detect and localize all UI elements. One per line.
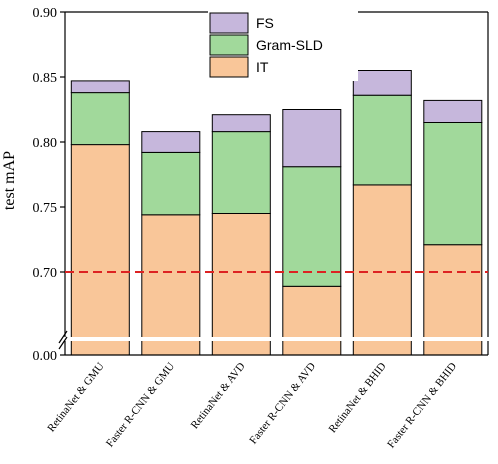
axis-break-mark-upper — [58, 330, 68, 344]
category-label-6: Faster R-CNN & BHID — [385, 360, 459, 450]
category-label-4: Faster R-CNN & AVD — [247, 360, 318, 446]
axis-break-gap — [51, 337, 494, 341]
category-label-2: Faster R-CNN & GMU — [104, 360, 177, 449]
bar-fs-5 — [352, 70, 412, 96]
y-tick-label-0.90: 0.90 — [33, 6, 58, 21]
bar-it-6 — [423, 244, 483, 356]
legend-label-gram-sld: Gram-SLD — [256, 37, 323, 53]
bar-fs-4 — [282, 109, 342, 168]
y-axis-title: test mAP — [1, 151, 18, 210]
bar-fs-1 — [70, 80, 130, 94]
bar-fs-3 — [211, 114, 271, 133]
category-label-1: RetinaNet & GMU — [45, 360, 106, 434]
legend-label-fs: FS — [256, 15, 274, 31]
bar-gram-sld-6 — [423, 122, 483, 246]
bar-gram-sld-4 — [282, 166, 342, 287]
bar-it-1 — [70, 144, 130, 356]
category-label-3: RetinaNet & AVD — [189, 360, 248, 431]
legend-label-it: IT — [256, 59, 269, 75]
y-tick-label-0.85: 0.85 — [33, 71, 58, 86]
bar-fs-2 — [141, 131, 201, 153]
bar-it-2 — [141, 214, 201, 356]
y-tick-label-0.80: 0.80 — [33, 136, 58, 151]
legend-swatch-fs — [209, 12, 249, 34]
bar-gram-sld-3 — [211, 131, 271, 215]
bar-gram-sld-5 — [352, 94, 412, 186]
bar-fs-6 — [423, 99, 483, 124]
y-tick-label-0.75: 0.75 — [33, 201, 58, 216]
category-label-5: RetinaNet & BHID — [327, 360, 389, 435]
legend-swatch-gram-sld — [209, 34, 249, 56]
legend-swatch-it — [209, 56, 249, 78]
y-tick-label-0.00: 0.00 — [33, 349, 58, 364]
bar-it-3 — [211, 213, 271, 356]
bar-it-4 — [282, 285, 342, 356]
bar-gram-sld-1 — [70, 92, 130, 146]
bar-it-5 — [352, 184, 412, 356]
bar-gram-sld-2 — [141, 151, 201, 216]
y-tick-label-0.70: 0.70 — [33, 266, 58, 281]
axis-break-mark-lower — [58, 336, 68, 350]
